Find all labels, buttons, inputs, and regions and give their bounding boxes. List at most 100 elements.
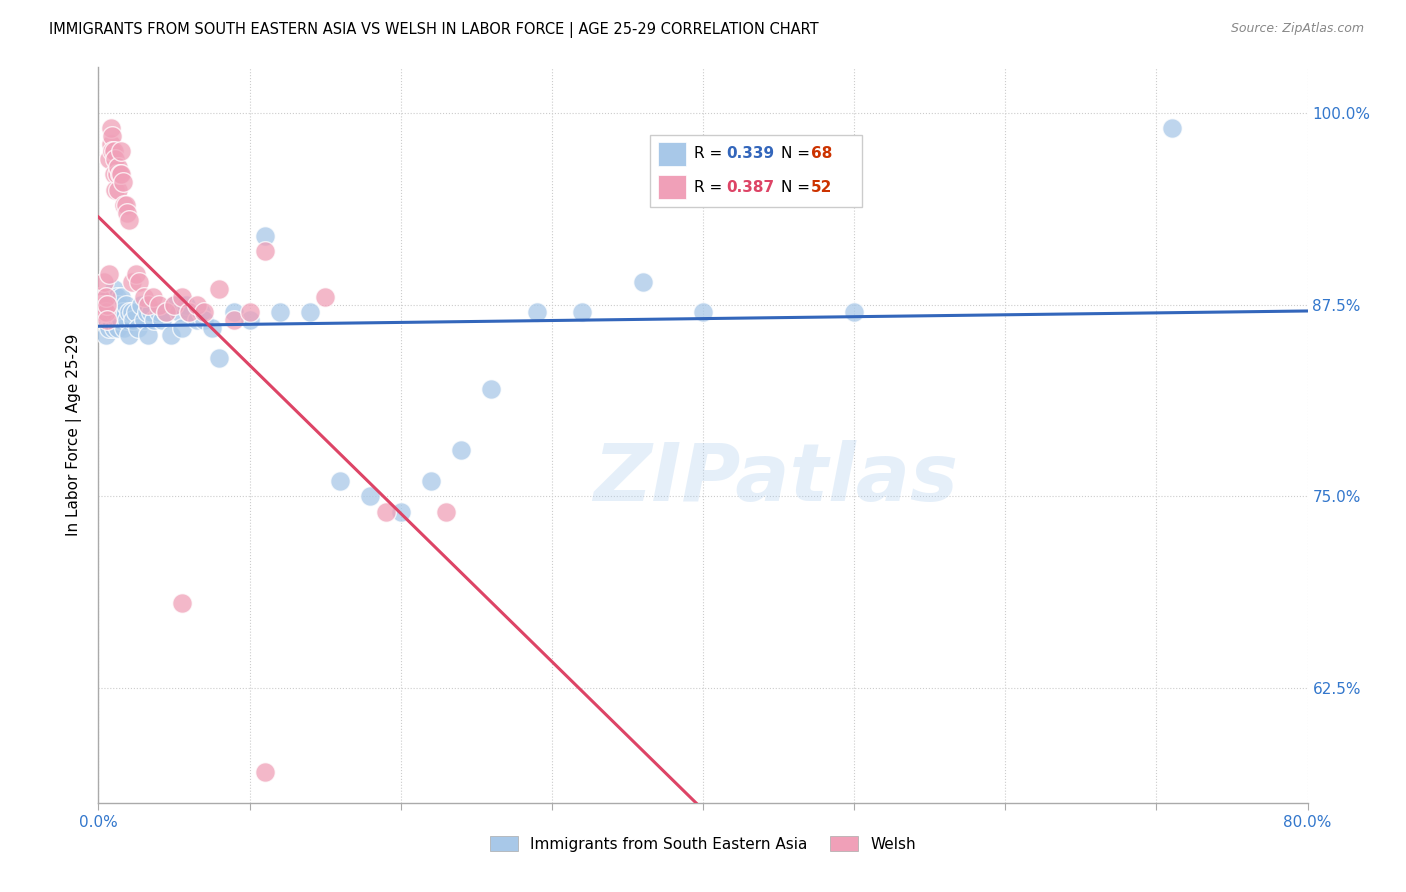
Y-axis label: In Labor Force | Age 25-29: In Labor Force | Age 25-29 [66, 334, 83, 536]
Point [91, 305, 114, 319]
Point [193, 313, 215, 327]
Text: ZIPatlas: ZIPatlas [593, 440, 957, 518]
Text: Source: ZipAtlas.com: Source: ZipAtlas.com [1230, 22, 1364, 36]
Point [150, 313, 173, 327]
Point [155, 305, 177, 319]
Point [190, 305, 212, 319]
Text: 0.339: 0.339 [727, 146, 775, 161]
Point [253, 244, 276, 258]
Point [100, 136, 122, 151]
Point [114, 297, 136, 311]
Point [112, 198, 135, 212]
Point [163, 297, 186, 311]
Point [128, 275, 150, 289]
Point [167, 305, 190, 319]
Point [253, 765, 276, 780]
Point [127, 320, 149, 334]
Point [110, 313, 132, 327]
Point [93, 275, 115, 289]
Point [91, 297, 114, 311]
Point [105, 290, 128, 304]
Point [135, 305, 157, 319]
Point [93, 313, 115, 327]
Point [136, 297, 159, 311]
Point [132, 313, 155, 327]
Point [114, 198, 136, 212]
Point [125, 267, 148, 281]
Point [103, 145, 125, 159]
Point [121, 275, 143, 289]
Point [89, 290, 111, 304]
Text: N =: N = [782, 179, 815, 194]
Point [186, 297, 208, 311]
Point [269, 305, 291, 319]
Point [103, 320, 125, 334]
Point [108, 167, 131, 181]
Point [1160, 121, 1182, 136]
Point [101, 145, 124, 159]
Point [96, 297, 118, 311]
Point [98, 267, 121, 281]
Point [163, 297, 186, 311]
Point [98, 152, 121, 166]
Point [631, 275, 654, 289]
Point [100, 297, 122, 311]
Point [104, 152, 127, 166]
Point [571, 305, 593, 319]
Point [110, 145, 132, 159]
Point [90, 297, 112, 311]
Point [105, 167, 128, 181]
Point [434, 504, 457, 518]
Point [118, 213, 141, 227]
Point [170, 320, 193, 334]
Point [107, 297, 129, 311]
Point [100, 121, 122, 136]
Point [329, 474, 352, 488]
Point [122, 313, 145, 327]
Point [299, 305, 322, 319]
Point [239, 313, 262, 327]
Point [111, 175, 134, 189]
Point [143, 313, 166, 327]
Point [94, 305, 117, 319]
Point [481, 382, 503, 396]
Point [93, 297, 115, 311]
Point [141, 305, 163, 319]
Point [224, 313, 246, 327]
Point [121, 305, 143, 319]
Point [170, 597, 193, 611]
FancyBboxPatch shape [650, 135, 862, 207]
Point [239, 305, 262, 319]
Point [101, 128, 124, 143]
Point [148, 305, 170, 319]
Point [692, 305, 714, 319]
Point [174, 297, 197, 311]
Point [101, 305, 124, 319]
Point [389, 504, 412, 518]
Point [94, 290, 117, 304]
Point [107, 320, 129, 334]
Text: R =: R = [695, 146, 727, 161]
Point [526, 305, 548, 319]
Point [115, 205, 138, 219]
Legend: Immigrants from South Eastern Asia, Welsh: Immigrants from South Eastern Asia, Wels… [484, 830, 922, 858]
Text: N =: N = [782, 146, 815, 161]
Point [360, 489, 382, 503]
Text: 52: 52 [811, 179, 832, 194]
Point [208, 351, 231, 366]
Point [108, 305, 131, 319]
Point [104, 183, 127, 197]
Point [105, 313, 128, 327]
Point [193, 305, 215, 319]
Point [314, 290, 336, 304]
Point [148, 297, 170, 311]
Point [96, 305, 118, 319]
Text: IMMIGRANTS FROM SOUTH EASTERN ASIA VS WELSH IN LABOR FORCE | AGE 25-29 CORRELATI: IMMIGRANTS FROM SOUTH EASTERN ASIA VS WE… [49, 22, 818, 38]
Point [90, 305, 112, 319]
Point [844, 305, 866, 319]
Point [112, 320, 135, 334]
Point [160, 328, 183, 343]
Point [253, 228, 276, 243]
Point [142, 290, 165, 304]
Point [98, 320, 121, 334]
